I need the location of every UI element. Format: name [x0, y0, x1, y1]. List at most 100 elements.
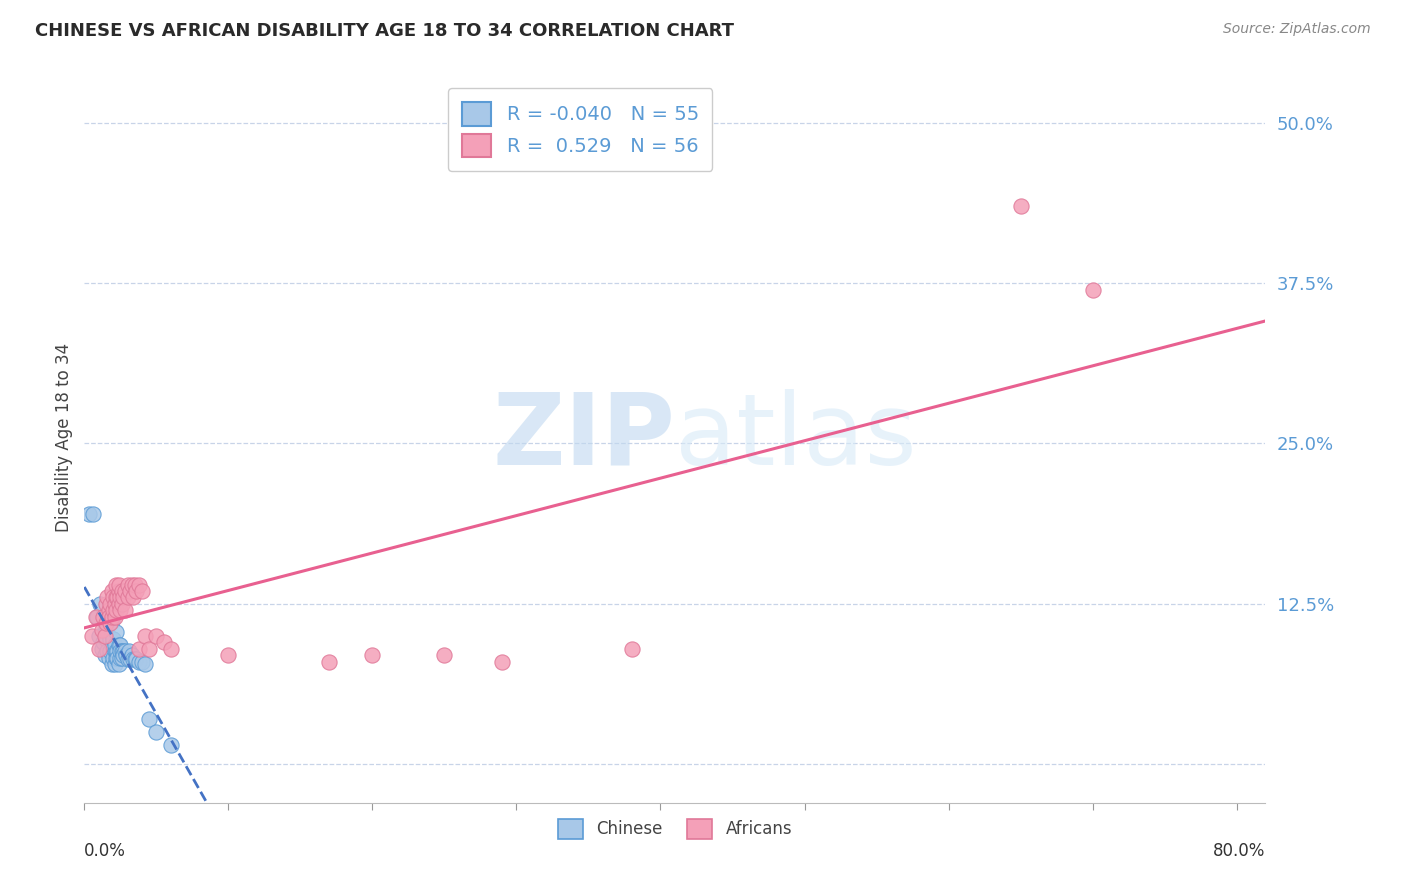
- Point: [107, 591, 129, 605]
- Point: [122, 591, 145, 605]
- Point: [122, 652, 145, 666]
- Text: Source: ZipAtlas.com: Source: ZipAtlas.com: [1223, 22, 1371, 37]
- Point: [124, 577, 146, 591]
- Point: [105, 625, 128, 640]
- Point: [110, 591, 132, 605]
- Point: [80, 629, 103, 643]
- Point: [100, 638, 122, 652]
- Point: [108, 584, 131, 599]
- Point: [104, 644, 127, 658]
- Point: [128, 655, 150, 669]
- Point: [117, 591, 139, 605]
- Point: [94, 597, 117, 611]
- Point: [120, 652, 142, 666]
- Point: [93, 648, 115, 663]
- Point: [97, 606, 120, 620]
- Point: [114, 603, 136, 617]
- Point: [100, 584, 122, 599]
- Point: [117, 577, 139, 591]
- Point: [121, 577, 143, 591]
- Point: [111, 597, 134, 611]
- Point: [96, 644, 118, 658]
- Point: [152, 635, 174, 649]
- Point: [98, 632, 121, 646]
- Point: [114, 644, 136, 658]
- Point: [98, 597, 121, 611]
- Point: [94, 616, 117, 631]
- Point: [105, 577, 128, 591]
- Point: [138, 712, 160, 726]
- Point: [101, 632, 124, 646]
- Point: [104, 638, 127, 652]
- Point: [118, 644, 141, 658]
- Point: [111, 644, 134, 658]
- Point: [101, 632, 124, 646]
- Point: [159, 738, 181, 752]
- Point: [105, 591, 128, 605]
- Point: [433, 648, 456, 663]
- Point: [96, 614, 118, 628]
- Point: [108, 638, 131, 652]
- Point: [620, 641, 643, 656]
- Point: [104, 597, 127, 611]
- Point: [104, 609, 127, 624]
- Point: [121, 648, 143, 663]
- Point: [131, 584, 153, 599]
- Text: atlas: atlas: [675, 389, 917, 485]
- Point: [112, 644, 135, 658]
- Point: [159, 641, 181, 656]
- Point: [110, 603, 132, 617]
- Point: [84, 609, 107, 624]
- Point: [125, 652, 148, 666]
- Point: [97, 650, 120, 665]
- Point: [115, 648, 138, 663]
- Point: [145, 725, 167, 739]
- Point: [111, 650, 134, 665]
- Point: [110, 644, 132, 658]
- Point: [91, 609, 114, 624]
- Point: [114, 584, 136, 599]
- Point: [101, 650, 124, 665]
- Point: [112, 648, 135, 663]
- Point: [98, 616, 121, 631]
- Point: [110, 638, 132, 652]
- Point: [82, 507, 104, 521]
- Point: [128, 641, 150, 656]
- Point: [111, 584, 134, 599]
- Point: [96, 591, 118, 605]
- Point: [107, 644, 129, 658]
- Point: [94, 623, 117, 637]
- Point: [318, 655, 340, 669]
- Point: [1010, 199, 1032, 213]
- Point: [87, 641, 110, 656]
- Point: [87, 629, 110, 643]
- Point: [128, 577, 150, 591]
- Point: [108, 657, 131, 672]
- Point: [97, 603, 120, 617]
- Point: [108, 577, 131, 591]
- Point: [105, 650, 128, 665]
- Point: [77, 507, 100, 521]
- Point: [93, 629, 115, 643]
- Point: [100, 614, 122, 628]
- Point: [361, 648, 384, 663]
- Point: [110, 650, 132, 665]
- Point: [120, 584, 142, 599]
- Point: [138, 641, 160, 656]
- Point: [217, 648, 239, 663]
- Point: [100, 609, 122, 624]
- Point: [108, 597, 131, 611]
- Point: [101, 603, 124, 617]
- Point: [90, 641, 112, 656]
- Point: [104, 657, 127, 672]
- Y-axis label: Disability Age 18 to 34: Disability Age 18 to 34: [55, 343, 73, 532]
- Point: [145, 629, 167, 643]
- Point: [112, 591, 135, 605]
- Point: [101, 591, 124, 605]
- Text: CHINESE VS AFRICAN DISABILITY AGE 18 TO 34 CORRELATION CHART: CHINESE VS AFRICAN DISABILITY AGE 18 TO …: [35, 22, 734, 40]
- Point: [90, 623, 112, 637]
- Point: [93, 616, 115, 631]
- Point: [1081, 283, 1104, 297]
- Point: [105, 644, 128, 658]
- Point: [97, 609, 120, 624]
